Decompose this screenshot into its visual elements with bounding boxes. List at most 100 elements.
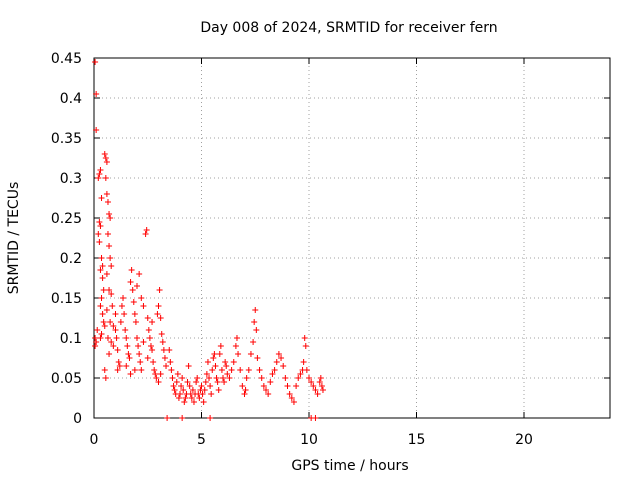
data-point bbox=[95, 231, 102, 237]
data-point bbox=[134, 283, 140, 289]
data-point bbox=[123, 363, 130, 369]
data-point bbox=[184, 379, 191, 385]
data-point bbox=[95, 175, 102, 181]
data-point bbox=[181, 399, 188, 405]
data-point bbox=[103, 191, 110, 197]
data-point bbox=[97, 335, 104, 341]
data-point bbox=[114, 367, 121, 373]
data-point bbox=[101, 151, 108, 157]
data-point bbox=[230, 359, 237, 365]
data-point bbox=[98, 255, 105, 261]
data-point bbox=[164, 415, 171, 421]
data-point bbox=[310, 383, 317, 389]
data-point bbox=[228, 367, 235, 373]
data-point bbox=[150, 359, 157, 365]
data-point bbox=[98, 295, 105, 301]
x-tick-label: 10 bbox=[300, 432, 318, 448]
data-point bbox=[168, 367, 175, 373]
data-point bbox=[260, 383, 267, 389]
data-point bbox=[98, 331, 105, 337]
plot-frame bbox=[93, 57, 611, 419]
y-tick-label: 0.45 bbox=[51, 51, 82, 67]
data-point bbox=[196, 395, 203, 401]
data-point bbox=[108, 291, 115, 297]
x-tick-label: 20 bbox=[515, 432, 533, 448]
y-tick-label: 0.2 bbox=[60, 251, 82, 267]
data-point bbox=[152, 371, 159, 377]
data-point bbox=[210, 355, 217, 361]
data-point bbox=[295, 375, 302, 381]
data-point bbox=[98, 195, 105, 201]
data-point bbox=[106, 243, 113, 249]
data-point bbox=[306, 375, 312, 381]
data-point bbox=[247, 351, 254, 357]
data-point bbox=[103, 159, 110, 165]
data-point bbox=[256, 367, 263, 373]
data-point bbox=[151, 367, 158, 373]
data-point bbox=[92, 335, 99, 341]
data-point bbox=[121, 311, 128, 317]
data-point bbox=[136, 271, 143, 277]
data-point bbox=[207, 383, 214, 389]
data-point bbox=[224, 371, 231, 377]
data-point bbox=[170, 383, 177, 389]
y-tick-label: 0.25 bbox=[51, 211, 82, 227]
data-point bbox=[102, 175, 109, 181]
data-point bbox=[300, 359, 307, 365]
data-point bbox=[156, 287, 163, 293]
data-point bbox=[254, 355, 261, 361]
data-point bbox=[110, 343, 117, 349]
data-point bbox=[303, 367, 310, 373]
data-point bbox=[203, 371, 210, 377]
data-point bbox=[100, 319, 107, 325]
data-point bbox=[157, 371, 164, 377]
data-point bbox=[142, 231, 149, 237]
data-point bbox=[269, 371, 276, 377]
data-point bbox=[318, 383, 325, 389]
data-point bbox=[106, 211, 113, 217]
data-point bbox=[96, 239, 103, 245]
data-point bbox=[193, 379, 200, 385]
data-point bbox=[302, 343, 309, 349]
y-axis-label: SRMTID / TECUs bbox=[6, 182, 22, 295]
data-point bbox=[208, 391, 215, 397]
data-point bbox=[175, 395, 182, 401]
data-point bbox=[107, 215, 114, 221]
data-point bbox=[297, 371, 304, 377]
y-tick-label: 0.35 bbox=[51, 131, 82, 147]
data-point bbox=[115, 359, 122, 365]
data-point bbox=[106, 351, 113, 357]
data-point bbox=[107, 319, 114, 325]
data-point bbox=[124, 343, 131, 349]
data-point bbox=[167, 359, 174, 365]
data-point bbox=[232, 343, 239, 349]
data-point bbox=[179, 415, 186, 421]
data-point bbox=[189, 387, 196, 393]
data-point bbox=[158, 331, 165, 337]
data-point bbox=[104, 199, 111, 205]
data-point bbox=[242, 387, 249, 393]
data-point bbox=[93, 339, 100, 345]
data-point bbox=[108, 339, 115, 345]
data-point bbox=[137, 359, 144, 365]
data-point bbox=[99, 263, 106, 269]
data-point bbox=[92, 343, 99, 349]
grid-lines bbox=[94, 58, 610, 418]
data-point bbox=[149, 347, 156, 353]
data-point bbox=[118, 303, 125, 309]
y-tick-label: 0 bbox=[73, 411, 82, 427]
data-point bbox=[136, 351, 143, 357]
data-point bbox=[93, 127, 100, 133]
data-point bbox=[214, 379, 221, 385]
data-point bbox=[123, 335, 130, 341]
data-point bbox=[200, 399, 207, 405]
data-point bbox=[258, 375, 265, 381]
data-point bbox=[215, 387, 222, 393]
data-point bbox=[140, 303, 147, 309]
data-point bbox=[312, 387, 319, 393]
data-point bbox=[188, 395, 195, 401]
data-point bbox=[209, 367, 216, 373]
data-point bbox=[160, 347, 167, 353]
data-point bbox=[110, 323, 117, 329]
